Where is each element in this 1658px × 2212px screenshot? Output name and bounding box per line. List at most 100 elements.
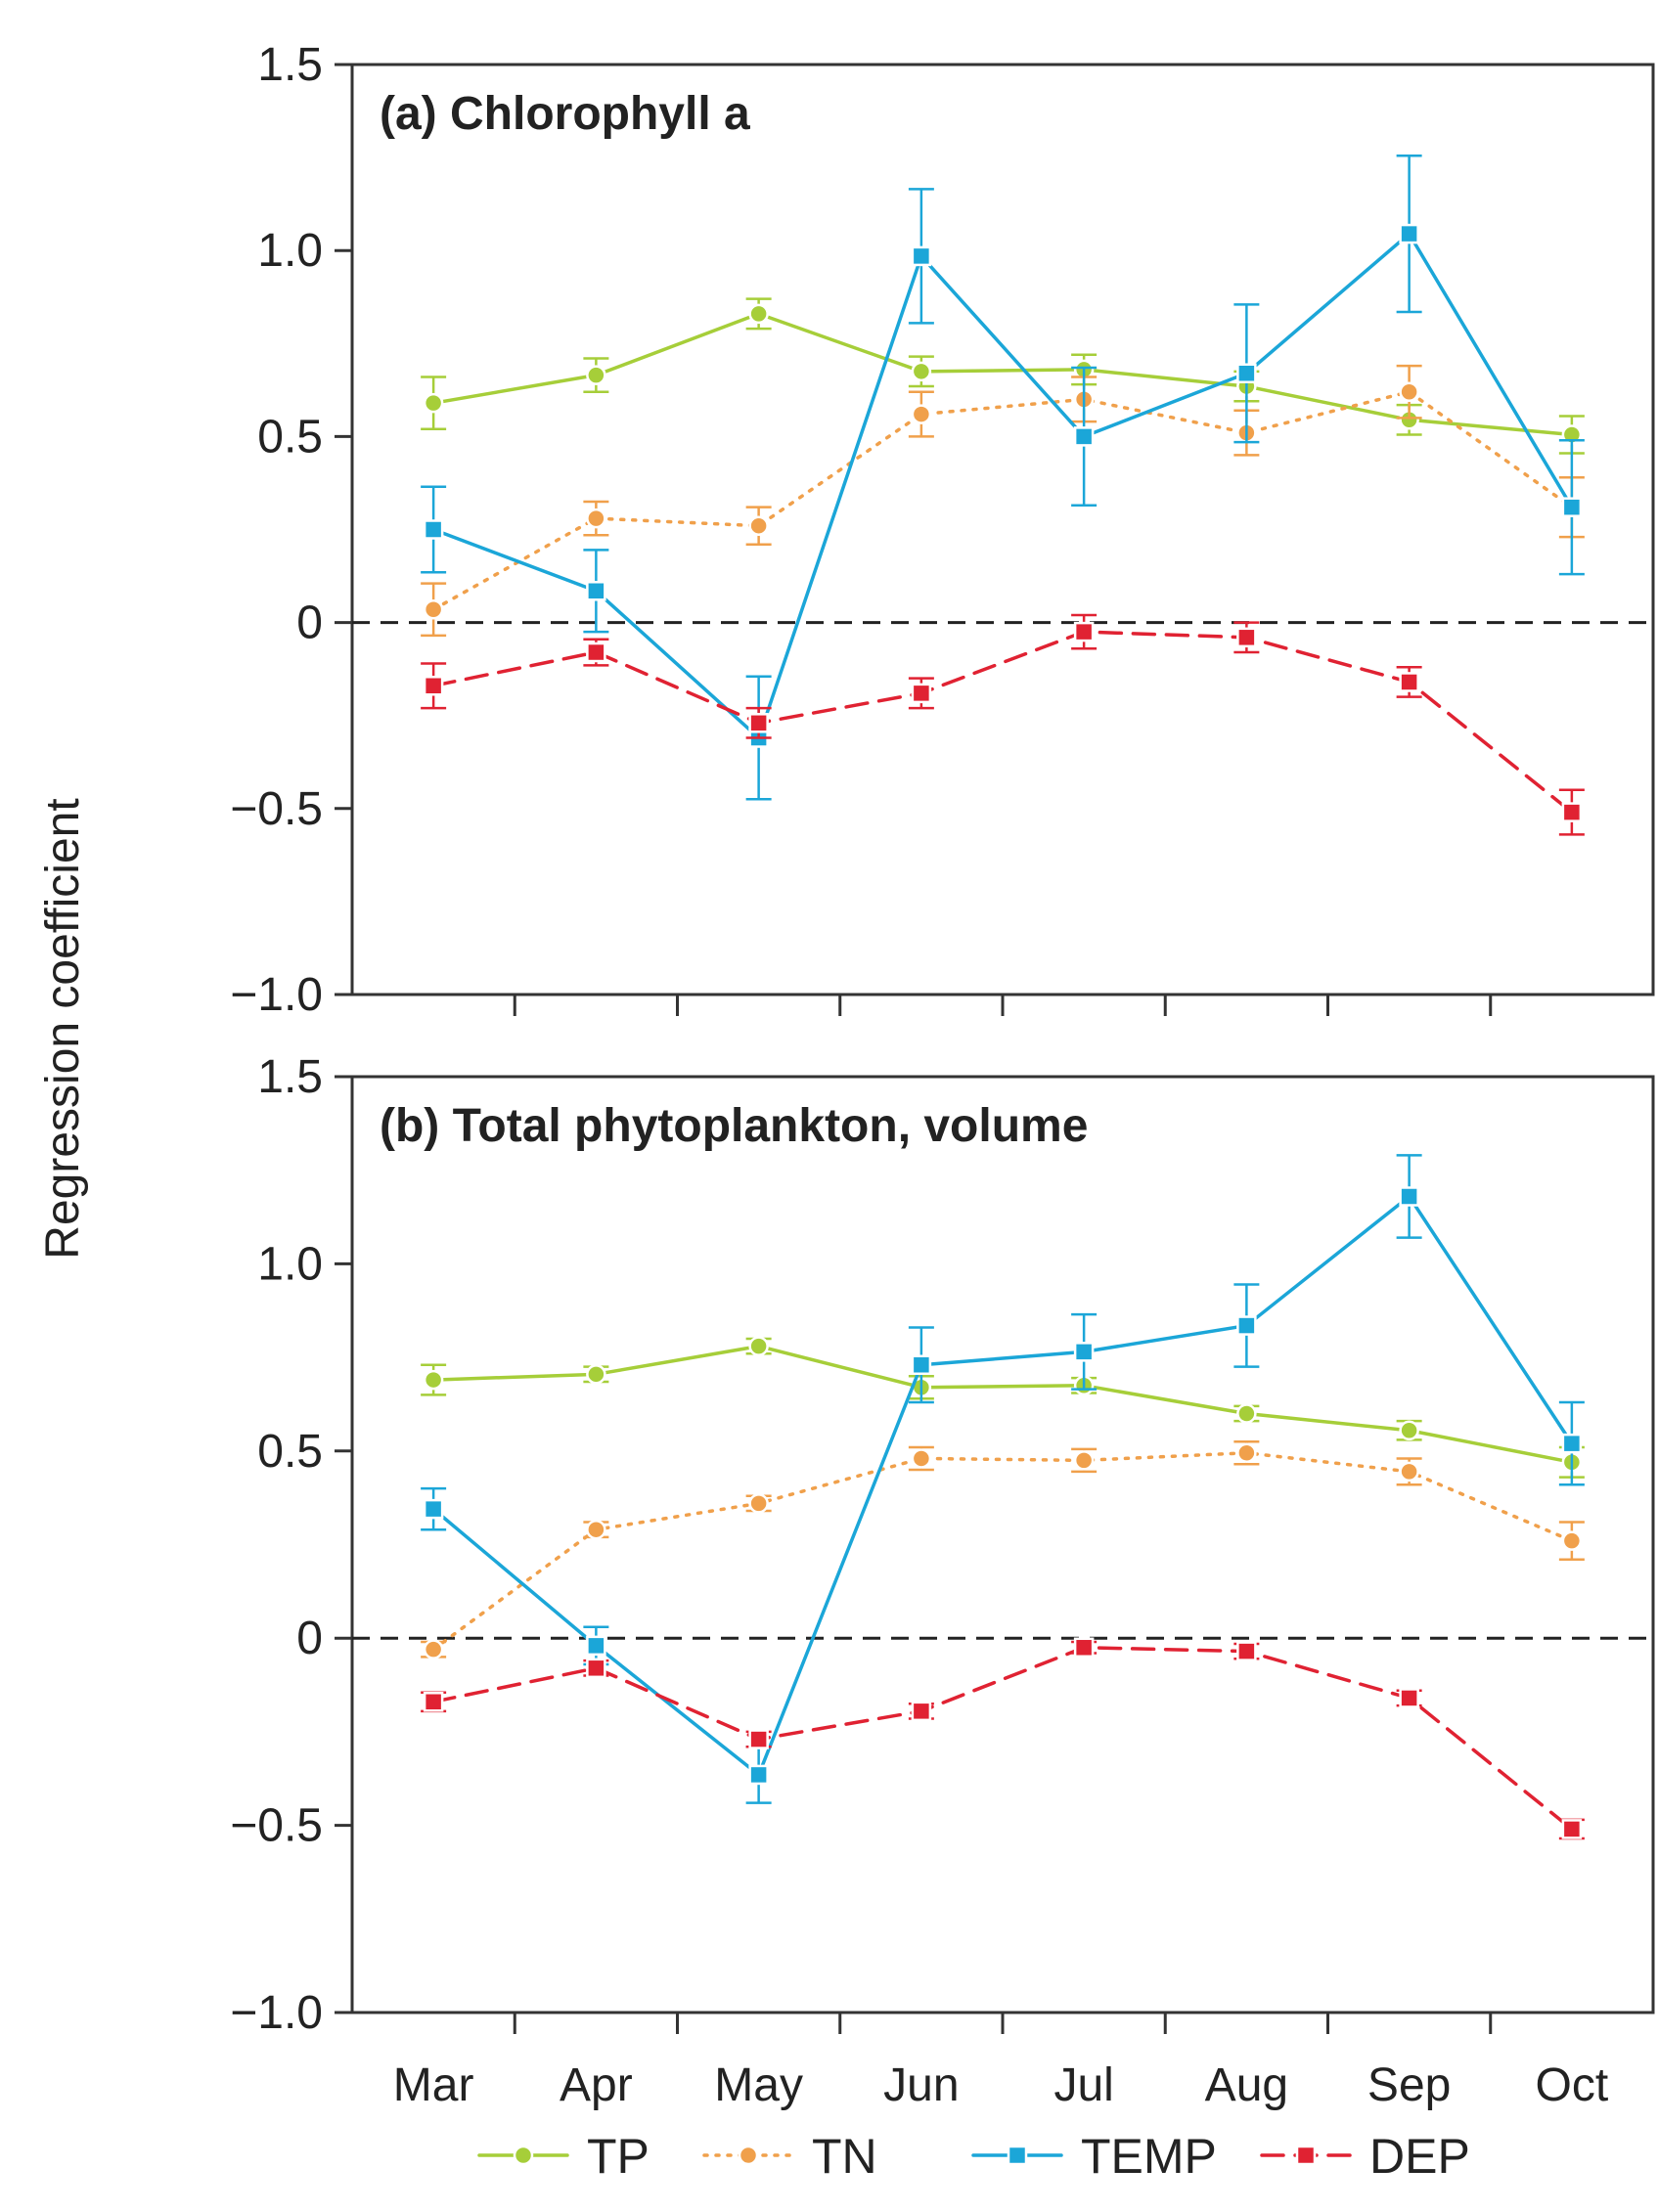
series-line <box>431 1344 1574 1465</box>
data-point <box>1073 621 1095 642</box>
panel-a: 1.5 1.0 0.5 0 −0.5 −1.0 (a) Chlorophyll a <box>230 39 1655 1021</box>
data-point <box>1073 1450 1095 1471</box>
data-point <box>1073 1637 1095 1659</box>
series-line <box>431 312 1574 437</box>
legend-label: DEP <box>1369 2129 1470 2184</box>
y-tick-label: 0 <box>296 1613 323 1664</box>
data-point <box>1561 802 1583 822</box>
data-point <box>911 683 932 704</box>
data-point <box>1561 1433 1583 1454</box>
series-line <box>431 232 1574 740</box>
data-point <box>423 519 444 540</box>
y-tick-label: −1.0 <box>230 969 323 1021</box>
data-point <box>1236 1641 1257 1661</box>
y-tick-label: 1.5 <box>257 1051 323 1103</box>
plot-frame <box>350 1075 1655 2014</box>
series-temp <box>421 154 1585 801</box>
panel-title: (a) Chlorophyll a <box>380 88 750 140</box>
data-point <box>1073 1342 1095 1362</box>
series-dep <box>421 1637 1585 1840</box>
data-point <box>1399 1186 1419 1207</box>
x-tick-label: Jun <box>883 2059 959 2111</box>
data-point <box>1399 223 1419 244</box>
y-axis-label: Regression coefficient <box>37 798 89 1259</box>
legend-label: TP <box>587 2129 650 2184</box>
data-point <box>586 1364 606 1385</box>
data-point <box>911 1354 932 1376</box>
x-tick-label: May <box>714 2059 803 2111</box>
data-point <box>586 1519 606 1540</box>
data-point <box>586 365 606 385</box>
data-point <box>586 1635 606 1657</box>
y-tick-label: 0.5 <box>257 1426 323 1478</box>
panel-title: (b) Total phytoplankton, volume <box>380 1100 1088 1152</box>
x-tick-label: Jul <box>1053 2059 1113 2111</box>
data-point <box>586 1658 606 1679</box>
series-line <box>431 1450 1574 1652</box>
data-point <box>1236 1403 1257 1424</box>
x-tick-label: Mar <box>393 2059 474 2111</box>
data-point <box>1399 381 1419 403</box>
data-point <box>423 1369 444 1391</box>
y-tick-label: −0.5 <box>230 1800 323 1852</box>
series-line <box>431 1194 1574 1777</box>
y-tick-label: 0 <box>296 597 323 649</box>
y-tick-label: 0.5 <box>257 411 323 463</box>
series-line <box>431 630 1574 815</box>
legend-item-tp: TP <box>477 2129 650 2184</box>
data-point <box>748 713 769 733</box>
data-point <box>423 392 444 414</box>
data-point <box>1073 426 1095 447</box>
data-point <box>1399 1688 1419 1708</box>
data-point <box>423 1498 444 1520</box>
x-tick-label: Apr <box>560 2059 633 2111</box>
data-point <box>423 599 444 620</box>
data-point <box>748 1729 769 1749</box>
data-point <box>423 1639 444 1659</box>
series-tn <box>421 1439 1585 1659</box>
panel-b: 1.5 1.0 0.5 0 −0.5 −1.0 (b) Total phytoplankto… <box>230 1051 1655 2111</box>
data-point <box>911 1701 932 1722</box>
legend-marker <box>513 2145 534 2166</box>
data-point <box>423 676 444 696</box>
data-point <box>1236 363 1257 383</box>
data-point <box>586 581 606 601</box>
legend-label: TEMP <box>1081 2129 1217 2184</box>
y-tick-label: 1.0 <box>257 225 323 277</box>
legend: TP TN TEMP DEP <box>477 2129 1470 2184</box>
legend-marker <box>1295 2145 1317 2166</box>
data-point <box>748 515 769 536</box>
x-tick-label: Aug <box>1205 2059 1288 2111</box>
legend-marker <box>1007 2145 1028 2166</box>
legend-item-tn: TN <box>702 2129 877 2184</box>
y-tick-label: 1.0 <box>257 1238 323 1290</box>
data-point <box>748 1493 769 1514</box>
data-point <box>1399 672 1419 692</box>
data-point <box>911 245 932 267</box>
data-point <box>1399 1461 1419 1482</box>
data-point <box>586 508 606 529</box>
legend-marker <box>738 2145 759 2166</box>
series-dep <box>421 613 1585 836</box>
x-tick-label: Oct <box>1536 2059 1609 2111</box>
x-tick-label: Sep <box>1367 2059 1451 2111</box>
series-line <box>431 390 1574 612</box>
legend-label: TN <box>812 2129 877 2184</box>
y-tick-label: −0.5 <box>230 783 323 835</box>
data-point <box>911 361 932 382</box>
data-point <box>1561 1530 1583 1551</box>
y-tick-label: −1.0 <box>230 1987 323 2039</box>
data-point <box>748 1336 769 1356</box>
data-point <box>1561 497 1583 517</box>
data-point <box>748 1764 769 1786</box>
series-line <box>431 1646 1574 1832</box>
data-point <box>748 303 769 325</box>
data-point <box>911 1448 932 1469</box>
legend-item-dep: DEP <box>1260 2129 1470 2184</box>
data-point <box>1561 1819 1583 1839</box>
data-point <box>423 1692 444 1712</box>
data-point <box>1236 627 1257 648</box>
data-point <box>1399 1420 1419 1440</box>
y-tick-label: 1.5 <box>257 39 323 91</box>
